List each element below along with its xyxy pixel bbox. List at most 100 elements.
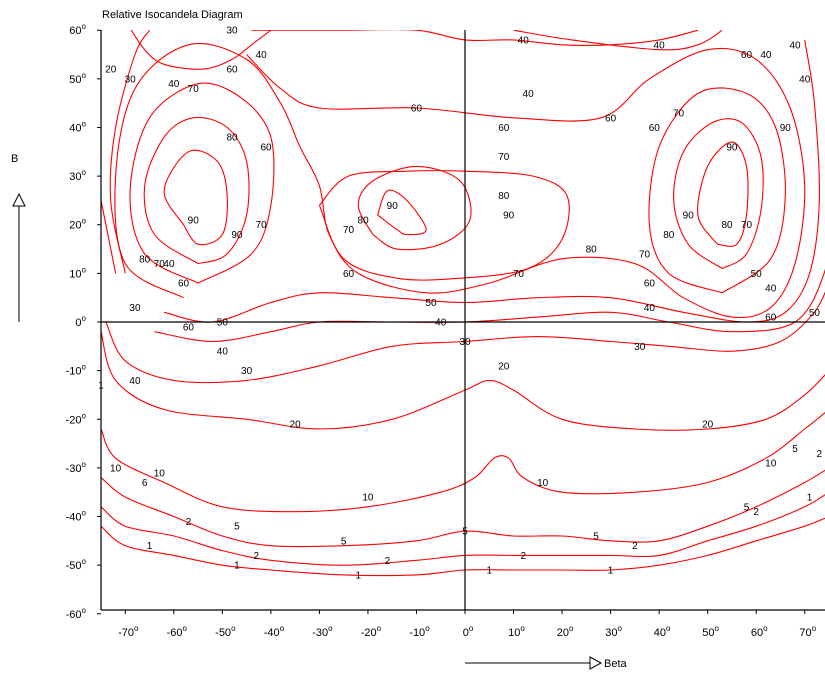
x-tick-label: -30o [312, 624, 333, 639]
contour-label: 40 [644, 303, 656, 314]
contour-label: 70 [343, 225, 355, 236]
contour-label: 30 [125, 74, 137, 85]
contour-label: 80 [358, 215, 370, 226]
contour-label: 90 [231, 230, 243, 241]
contour-label: 2 [385, 556, 391, 567]
contour-label: 90 [683, 211, 695, 222]
x-tick-label: 20o [557, 624, 574, 639]
x-tick-label: 60o [751, 624, 768, 639]
y-tick-label: -10o [66, 363, 87, 378]
contour-label: 60 [183, 322, 195, 333]
contour-label: 70 [498, 152, 510, 163]
y-tick-label: -50o [66, 557, 87, 572]
contour-label: 80 [226, 133, 238, 144]
contour-line-40 [101, 200, 117, 274]
contour-label: 90 [780, 123, 792, 134]
contour-label: 10 [537, 478, 549, 489]
contour-label: 30 [226, 26, 238, 37]
y-tick-label: -30o [66, 460, 87, 475]
y-tick-label: -60o [66, 606, 87, 621]
contour-label: 10 [362, 493, 374, 504]
contour-label: 90 [726, 142, 738, 153]
contour-label: 2 [254, 551, 260, 562]
contour-label: 10 [154, 468, 166, 479]
contour-label: 40 [523, 89, 535, 100]
contour-label: 90 [188, 215, 200, 226]
contour-label: 40 [256, 50, 268, 61]
contour-label: 20 [290, 420, 302, 431]
contour-line-60 [114, 43, 806, 319]
contour-label: 60 [605, 113, 617, 124]
chart-title: Relative Isocandela Diagram [102, 9, 243, 21]
contour-label: 10 [765, 459, 777, 470]
contour-label: 50 [425, 298, 437, 309]
contour-line-70 [648, 87, 786, 294]
contour-line-90 [377, 189, 427, 236]
contour-label: 40 [789, 40, 801, 51]
y-tick-label: 20o [69, 217, 86, 232]
contour-label: 60 [649, 123, 661, 134]
x-tick-label: 40o [654, 624, 671, 639]
contour-label: 60 [741, 50, 753, 61]
y-tick-label: 10o [69, 265, 86, 280]
contour-label: 90 [503, 211, 515, 222]
contour-line-90 [163, 149, 229, 246]
contour-label: 2 [816, 449, 822, 460]
contour-label: 90 [387, 201, 399, 212]
x-tick-label: -60o [167, 624, 188, 639]
y-axis-title: B [11, 153, 18, 165]
contour-line-70 [129, 82, 275, 284]
contour-label: 5 [744, 502, 750, 513]
x-tick-label: -20o [361, 624, 382, 639]
contour-label: 40 [654, 40, 666, 51]
contour-label: 60 [260, 142, 272, 153]
ticks-layer: 60o50o40o30o20o10o0o-10o-20o-30o-40o-50o… [66, 22, 817, 639]
contour-label: 40 [799, 74, 811, 85]
x-tick-label: -40o [264, 624, 285, 639]
contour-label: 40 [168, 79, 180, 90]
contour-label: 40 [435, 318, 447, 329]
contour-label: 50 [809, 308, 821, 319]
contour-label: 60 [765, 313, 777, 324]
contour-label: 6 [142, 478, 148, 489]
contour-label: 1 [98, 381, 104, 392]
contour-label: 40 [217, 347, 229, 358]
contour-label: 5 [234, 522, 240, 533]
contour-label: 30 [459, 337, 471, 348]
y-tick-label: 50o [69, 71, 86, 86]
x-axis-title: Beta [604, 658, 628, 670]
contour-label: 30 [634, 342, 646, 353]
x-tick-label: -50o [215, 624, 236, 639]
contour-label: 2 [753, 507, 759, 518]
contour-label: 1 [486, 566, 492, 577]
contour-label: 80 [586, 245, 598, 256]
contour-line-10 [101, 412, 825, 513]
contour-label: 70 [513, 269, 525, 280]
contour-label: 5 [341, 536, 347, 547]
contour-label: 60 [343, 269, 355, 280]
contour-line-50 [163, 39, 820, 323]
contour-label: 30 [129, 303, 141, 314]
contour-label: 20 [498, 361, 510, 372]
contour-line-90 [697, 141, 749, 247]
x-tick-label: 70o [799, 624, 816, 639]
contour-line-40 [513, 30, 723, 51]
contour-label: 70 [154, 259, 166, 270]
contour-label: 1 [234, 561, 240, 572]
axis-layer [100, 30, 825, 611]
y-tick-label: -20o [66, 411, 87, 426]
contour-label: 60 [644, 279, 656, 290]
contour-label: 70 [673, 108, 685, 119]
y-tick-label: 60o [69, 22, 86, 37]
contour-label: 2 [632, 541, 638, 552]
contour-label: 60 [411, 104, 423, 115]
contour-label: 40 [760, 50, 772, 61]
y-axis-arrow-head-icon [12, 192, 26, 207]
x-tick-label: -10o [409, 624, 430, 639]
contour-line-80 [673, 118, 764, 269]
contour-line-5 [101, 469, 825, 548]
y-tick-label: 40o [69, 119, 86, 134]
contour-label: 5 [593, 531, 599, 542]
contour-label: 1 [147, 541, 153, 552]
